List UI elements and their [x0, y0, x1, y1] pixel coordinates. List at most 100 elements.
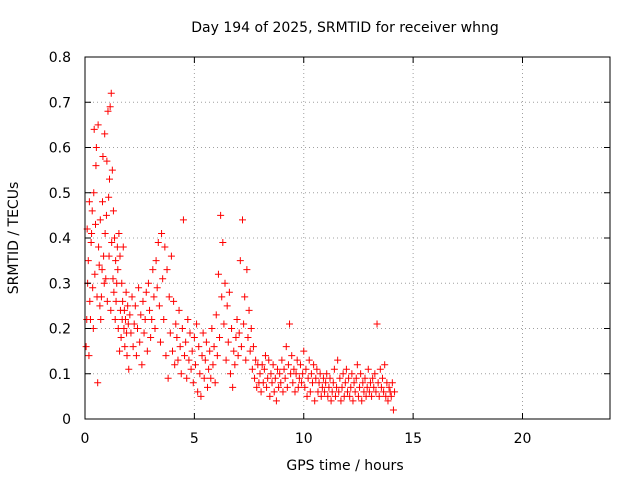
data-point: [241, 293, 249, 301]
data-point: [313, 365, 321, 373]
data-point: [92, 144, 100, 151]
data-point: [327, 397, 335, 405]
data-point: [348, 370, 356, 378]
data-point: [330, 365, 338, 373]
y-tick-labels: 0 0.1 0.2 0.3 0.4 0.5 0.6 0.7 0.8: [49, 50, 71, 428]
data-point: [304, 374, 312, 382]
data-point: [153, 284, 161, 292]
data-point: [281, 374, 289, 382]
data-point: [349, 397, 357, 405]
data-point: [194, 388, 202, 396]
data-point: [195, 343, 203, 351]
data-point: [342, 365, 350, 373]
data-point: [265, 356, 273, 364]
data-point: [124, 320, 132, 328]
data-point: [198, 352, 206, 360]
data-point: [329, 379, 337, 387]
data-point: [299, 370, 307, 378]
data-point: [353, 361, 361, 369]
data-point: [121, 343, 129, 351]
data-point: [363, 383, 371, 391]
data-point: [387, 392, 395, 400]
data-point: [372, 388, 380, 396]
data-point: [89, 284, 97, 292]
data-point: [202, 338, 210, 346]
data-point: [131, 302, 139, 310]
y-tick-label: 0.7: [49, 95, 71, 111]
x-tick-label: 0: [81, 431, 90, 447]
data-point: [309, 379, 316, 387]
x-axis-label: GPS time / hours: [286, 458, 403, 474]
data-point: [275, 383, 283, 391]
data-point: [251, 374, 259, 382]
data-point: [220, 320, 228, 328]
data-point: [86, 315, 94, 323]
data-point: [88, 207, 96, 215]
data-point: [107, 306, 115, 314]
data-point: [300, 347, 308, 355]
data-point: [295, 374, 303, 382]
data-point: [213, 352, 221, 360]
data-point: [219, 239, 227, 247]
data-point: [214, 270, 222, 278]
data-point: [302, 365, 310, 373]
data-point: [279, 388, 287, 396]
data-point: [116, 252, 124, 260]
data-point: [339, 370, 347, 378]
data-point: [325, 383, 333, 391]
data-point: [311, 397, 319, 405]
data-point: [105, 252, 113, 260]
data-point: [166, 329, 174, 337]
data-point: [207, 374, 215, 382]
data-point: [152, 257, 160, 265]
data-point: [148, 315, 156, 323]
data-point: [293, 356, 301, 364]
data-point: [91, 270, 99, 278]
y-tick-label: 0.4: [49, 231, 71, 247]
data-point: [181, 352, 189, 360]
data-point: [263, 383, 271, 391]
data-point: [170, 297, 178, 305]
data-point: [338, 383, 346, 391]
data-point: [119, 297, 127, 305]
data-point: [319, 374, 327, 382]
data-point: [179, 216, 187, 224]
data-point: [233, 315, 241, 323]
data-point: [377, 383, 385, 391]
data-point: [115, 229, 123, 237]
data-point: [326, 374, 334, 382]
data-point: [90, 189, 98, 197]
data-point: [102, 275, 110, 283]
x-tick-labels: 0 5 10 15 20: [81, 431, 532, 447]
data-point: [120, 325, 128, 332]
data-point: [167, 252, 175, 260]
data-point: [140, 329, 148, 337]
data-point: [90, 125, 98, 133]
data-point: [317, 392, 325, 400]
data-point: [82, 343, 90, 351]
data-point: [284, 361, 292, 369]
data-point: [164, 374, 172, 382]
data-point: [328, 388, 336, 396]
x-tick-label: 5: [190, 431, 199, 447]
data-point: [118, 279, 126, 287]
data-point: [150, 293, 158, 301]
data-point: [216, 334, 224, 342]
data-point: [96, 302, 104, 310]
data-point: [375, 392, 383, 400]
data-point: [111, 234, 119, 242]
data-point: [336, 374, 344, 382]
data-point: [197, 392, 205, 400]
data-point: [356, 383, 364, 391]
data-point: [278, 356, 286, 364]
data-point: [314, 388, 322, 396]
data-point: [335, 388, 343, 396]
data-point: [85, 352, 93, 360]
data-point: [128, 293, 136, 301]
data-point: [373, 320, 381, 328]
data-point: [234, 352, 242, 360]
data-point: [239, 216, 246, 224]
data-point: [96, 216, 104, 224]
data-point: [391, 388, 399, 396]
data-point: [248, 365, 256, 373]
